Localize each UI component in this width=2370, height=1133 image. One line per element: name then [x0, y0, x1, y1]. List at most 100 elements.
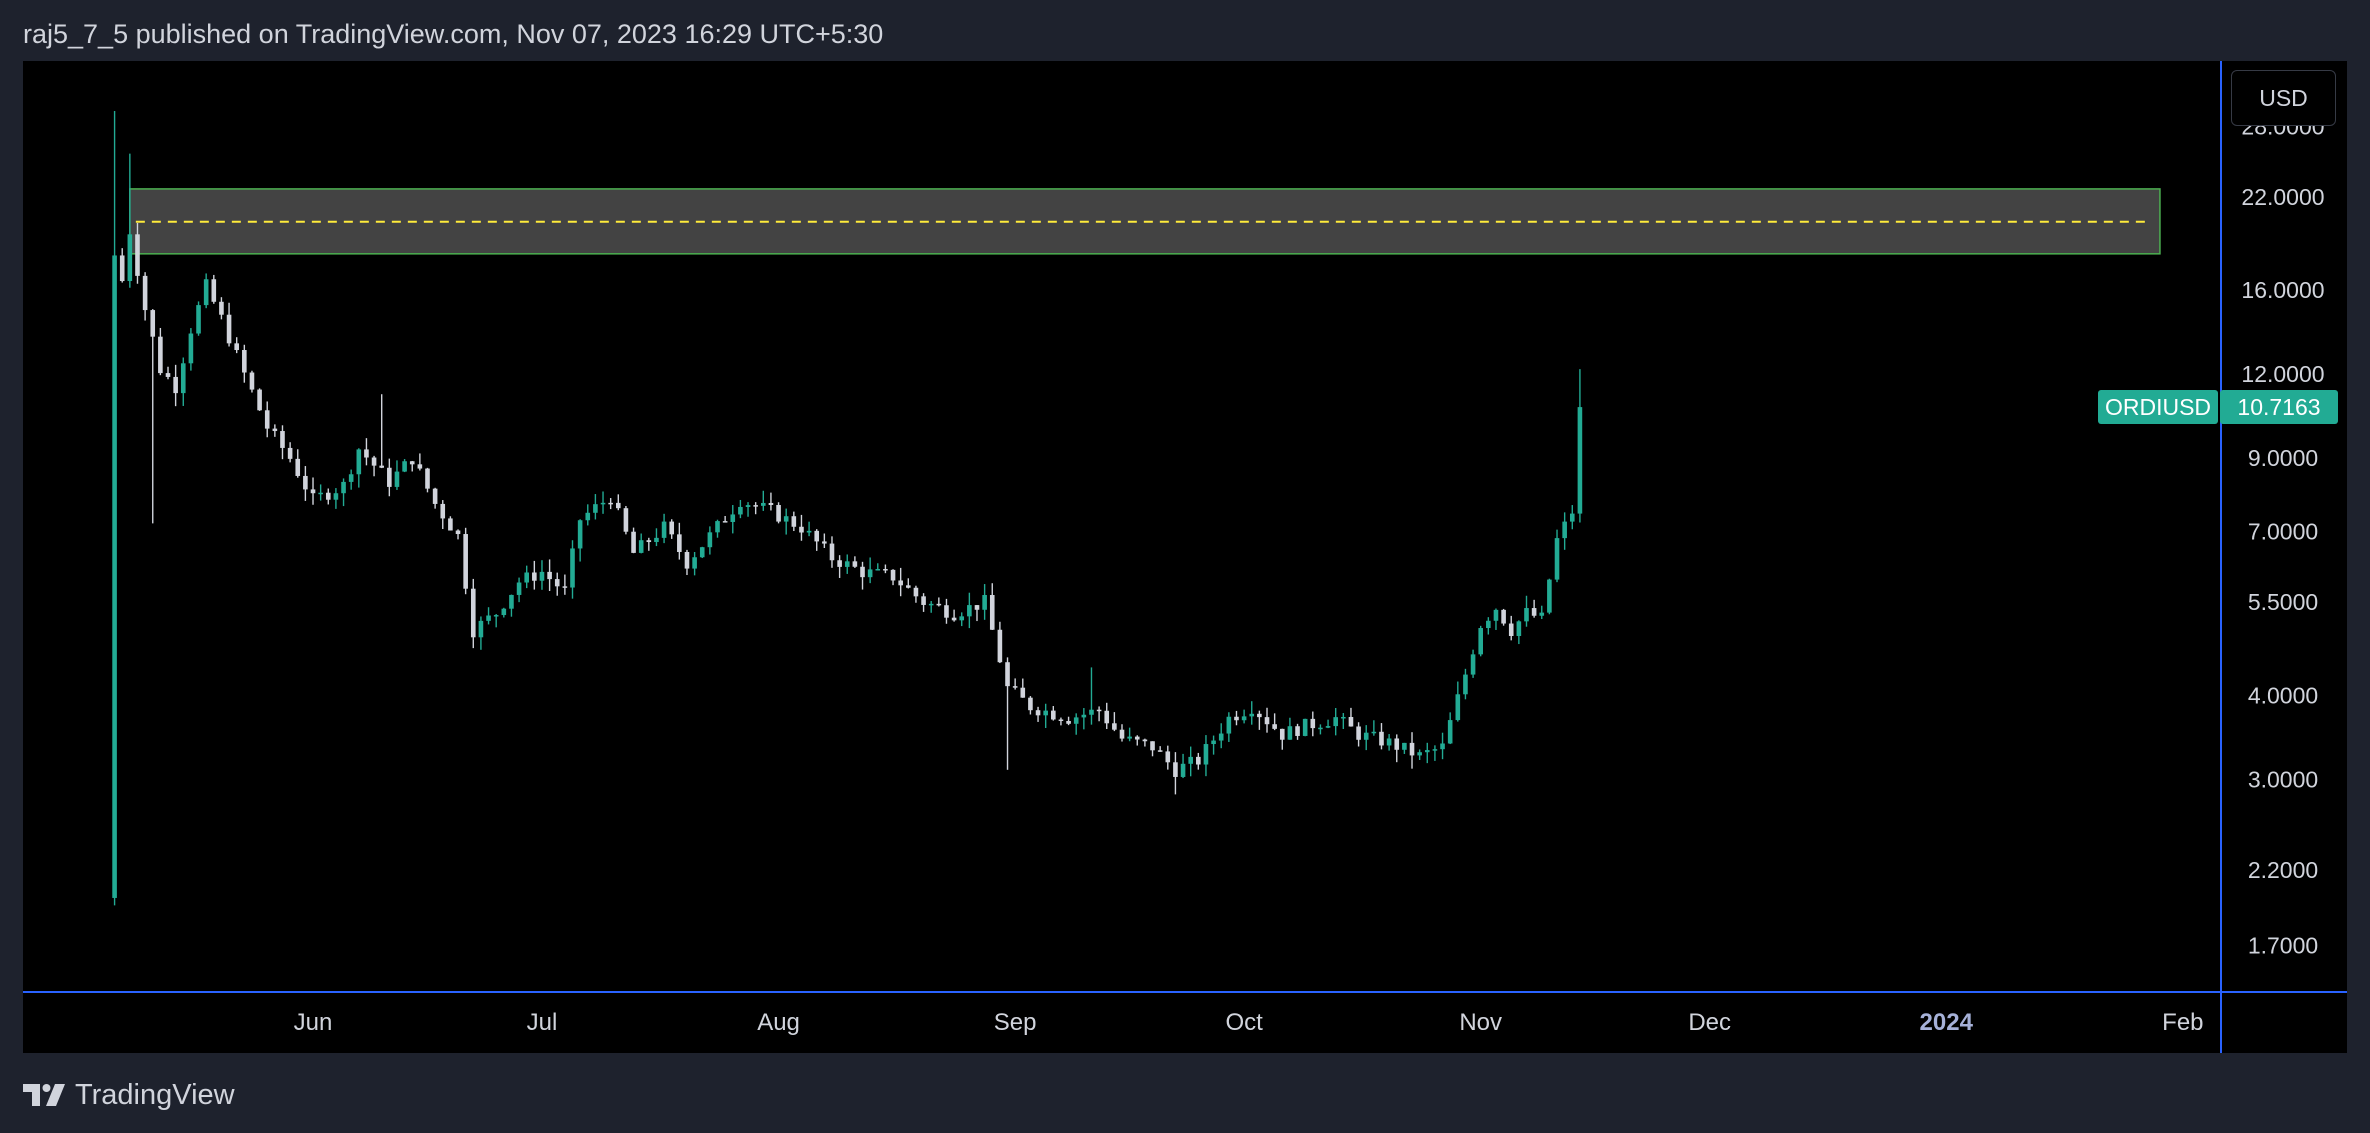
candle-body [928, 603, 934, 606]
candle-body [844, 561, 850, 567]
candle-body [1493, 609, 1499, 621]
candle-body [898, 580, 903, 586]
candle-body [600, 502, 606, 505]
candle-body [1379, 731, 1384, 746]
price-tick-label: 7.0000 [2248, 519, 2318, 545]
time-tick-label: Oct [1225, 1009, 1263, 1036]
candle-body [1363, 732, 1369, 740]
candle-body [249, 372, 255, 390]
candle-body [539, 571, 545, 581]
candle-body [1547, 579, 1552, 613]
candle-body [470, 588, 476, 638]
candle-body [1287, 726, 1293, 740]
candle-body [394, 471, 400, 487]
candle-body [951, 617, 957, 621]
candle-body [1066, 721, 1071, 724]
candle-body [1012, 686, 1018, 688]
candle-body [1356, 726, 1361, 740]
candle-body [554, 579, 560, 587]
candle-body [165, 373, 171, 377]
candle-body [921, 596, 926, 605]
candle-body [654, 537, 659, 543]
candle-body [264, 410, 270, 429]
chart-pane[interactable]: 28.0000 22.0000 16.0000 12.0000 9.0000 7.0000… [23, 61, 2347, 1053]
price-tick-label: 3.0000 [2248, 766, 2318, 792]
candle-body [684, 552, 690, 569]
candle-body [814, 530, 820, 542]
candle-body [1295, 726, 1300, 736]
last-price-tag: 10.7163 [2220, 390, 2338, 425]
candle-body [1257, 713, 1262, 718]
candle-body [318, 492, 323, 495]
candles [112, 110, 1583, 906]
candle-body [1173, 762, 1178, 777]
price-tick-label: 1.7000 [2248, 932, 2318, 958]
time-tick-label: 2024 [1920, 1009, 1974, 1036]
candle-body [852, 561, 858, 567]
candle-body [1104, 710, 1110, 724]
candle-body [493, 615, 499, 617]
candle-body [203, 279, 209, 306]
candle-body [1409, 742, 1415, 756]
candle-body [593, 504, 598, 513]
candle-body [272, 428, 278, 432]
candle-body [463, 534, 468, 589]
candle-body [944, 605, 949, 618]
candle-body [1188, 756, 1193, 764]
candle-body [806, 530, 812, 533]
candle-body [1531, 608, 1537, 616]
candle-body [532, 572, 537, 581]
candle-body [310, 489, 316, 494]
candle-body [1005, 662, 1010, 687]
candle-body [180, 363, 186, 394]
candle-body [516, 582, 522, 595]
candle-body [615, 502, 621, 509]
candle-body [509, 594, 514, 609]
candle-body [448, 518, 453, 531]
candle-body [577, 520, 583, 549]
candle-body [1371, 731, 1377, 734]
candle-body [1524, 608, 1529, 622]
candle-body [1279, 728, 1285, 740]
candle-body [1058, 719, 1064, 722]
candle-body [707, 532, 713, 548]
candle-body [1112, 723, 1117, 730]
candle-body [547, 571, 552, 580]
candle-body [387, 467, 392, 487]
candle-body [906, 585, 911, 588]
candle-body [1341, 716, 1346, 719]
candle-body [1394, 738, 1400, 750]
candle-body [936, 603, 942, 606]
candle-body [1463, 674, 1468, 695]
candle-body [837, 560, 842, 567]
candle-body [325, 492, 331, 500]
candle-body [1211, 740, 1216, 745]
candle-body [486, 615, 491, 621]
candle-body [760, 502, 766, 506]
candle-body [867, 569, 873, 578]
candle-body [745, 505, 751, 507]
candle-body [1486, 620, 1491, 629]
tradingview-logo-icon[interactable] [23, 1084, 65, 1106]
candle-body [158, 336, 163, 374]
candle-body [730, 514, 736, 522]
resistance-zone[interactable] [129, 188, 2161, 255]
candle-body [623, 508, 629, 532]
candle-body [829, 543, 835, 561]
candle-body [1134, 736, 1140, 740]
candle-body [1501, 609, 1506, 624]
price-chart[interactable]: 28.000022.000016.000012.00009.00007.0000… [23, 61, 2347, 1053]
currency-button[interactable]: USD [2231, 70, 2336, 126]
candle-body [1348, 716, 1354, 727]
candle-body [1447, 720, 1453, 744]
candle-body [768, 502, 774, 506]
candle-body [303, 475, 308, 490]
candle-body [753, 505, 758, 507]
price-tick-label: 22.0000 [2241, 184, 2324, 210]
price-tick-label: 4.0000 [2248, 682, 2318, 708]
candle-body [1310, 718, 1316, 729]
candle-body [585, 512, 591, 521]
time-tick-label: Nov [1459, 1009, 1502, 1036]
candle-body [783, 516, 789, 522]
candle-body [1218, 733, 1224, 741]
